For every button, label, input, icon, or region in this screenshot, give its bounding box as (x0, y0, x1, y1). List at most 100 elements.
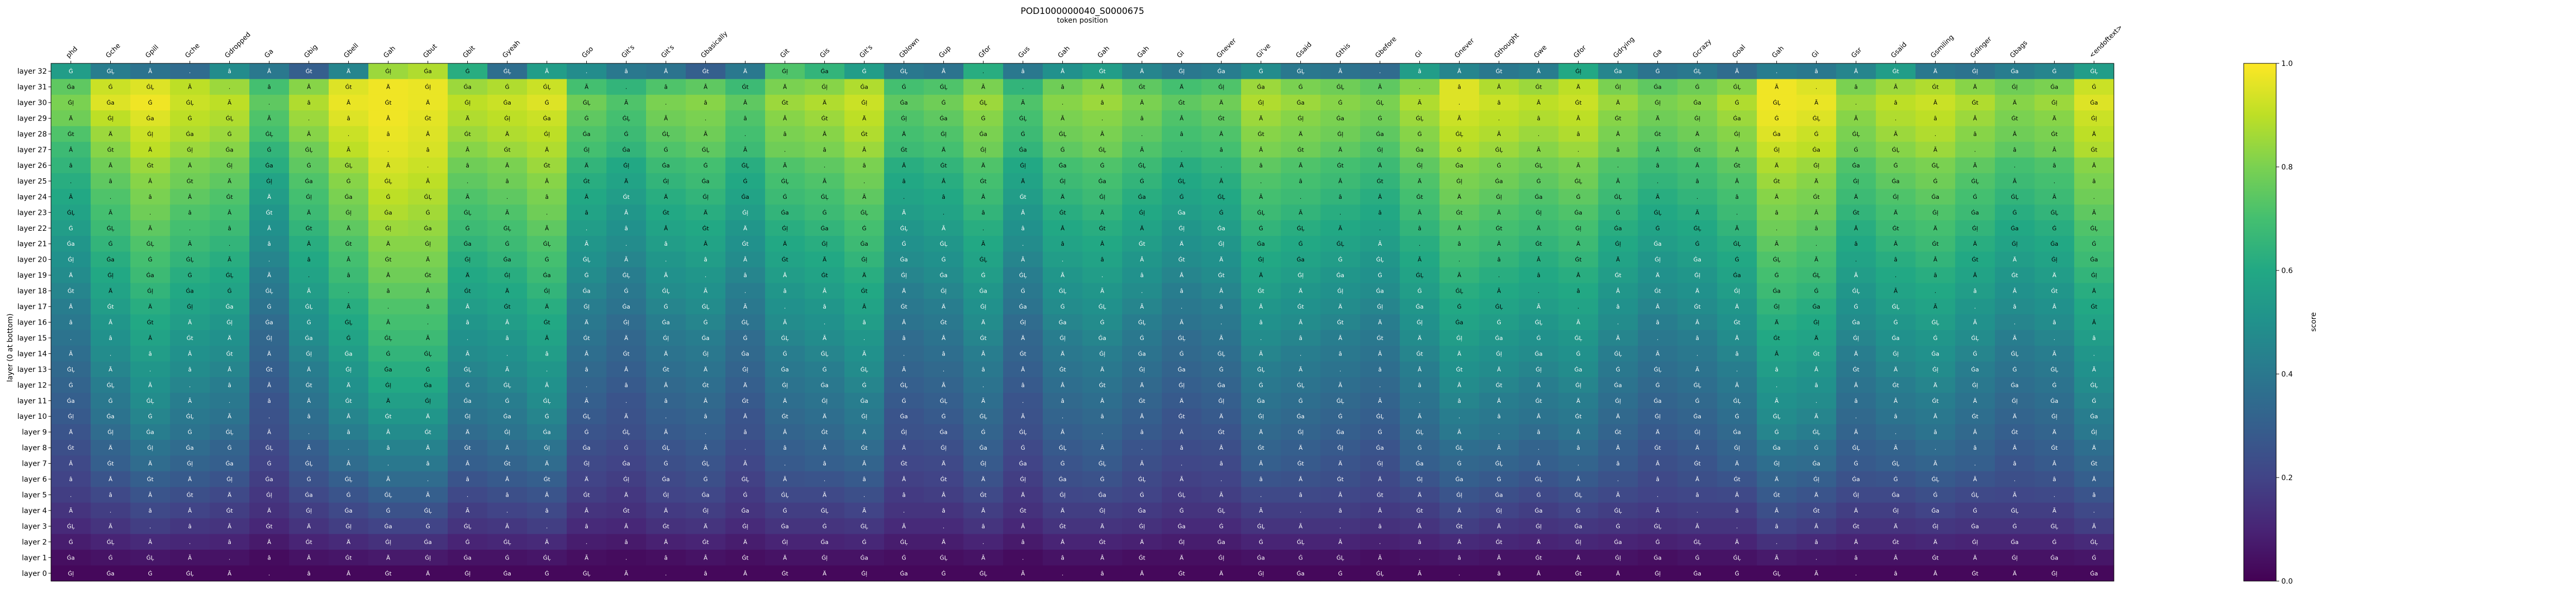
cell-glyph: Ġt (901, 303, 908, 310)
cell-glyph: Â (228, 209, 232, 216)
cell-glyph: Ġ (505, 241, 510, 247)
cell-glyph: Ġļ (822, 398, 828, 404)
cell-glyph: Ã (1815, 257, 1819, 263)
heatmap-cell (1043, 142, 1083, 158)
cell-glyph: ĠĻ (1217, 194, 1226, 200)
heatmap-cell (329, 251, 369, 268)
heatmap-cell (289, 298, 329, 315)
cell-glyph: Ã (942, 539, 946, 546)
heatmap-cell (1955, 283, 1995, 299)
cell-glyph: . (1657, 178, 1659, 184)
cell-glyph: â (1656, 319, 1659, 326)
heatmap-cell (1955, 455, 1995, 472)
heatmap-cell (249, 487, 290, 503)
cell-glyph: Ġt (1059, 366, 1066, 373)
cell-glyph: Ġt (1337, 162, 1344, 169)
heatmap-cell (527, 487, 567, 503)
cell-glyph: . (1022, 241, 1024, 247)
heatmap-cell (1519, 361, 1559, 378)
cell-glyph: Ã (1100, 131, 1105, 138)
heatmap-cell (2035, 267, 2075, 283)
cell-glyph: Ġt (1535, 84, 1543, 91)
cell-glyph: â (1338, 350, 1342, 357)
cell-glyph: . (665, 413, 667, 420)
cell-glyph: Ġt (464, 445, 471, 451)
cell-glyph: Ä (1378, 162, 1382, 169)
cell-glyph: . (1855, 99, 1857, 106)
cell-glyph: Â (267, 68, 272, 75)
cell-glyph: Ġa (67, 84, 75, 91)
cell-glyph: Ä (69, 115, 73, 122)
heatmap-cell (1757, 110, 1797, 127)
heatmap-cell (1003, 126, 1043, 142)
heatmap-cell (1519, 220, 1559, 236)
heatmap-cell (1320, 94, 1361, 111)
cell-glyph: . (506, 350, 509, 357)
cell-glyph: Ġļ (465, 99, 471, 106)
cell-glyph: Ġt (345, 554, 352, 561)
cell-glyph: Ã (228, 413, 232, 420)
heatmap-cell (1360, 518, 1400, 535)
cell-glyph: Ġt (226, 350, 233, 357)
heatmap-cell (686, 110, 726, 127)
cell-glyph: Ä (1338, 147, 1343, 154)
heatmap-cell (2074, 518, 2114, 535)
heatmap-cell (51, 471, 91, 487)
cell-glyph: Ġt (1337, 319, 1344, 326)
cell-glyph: â (862, 319, 866, 326)
cell-glyph: . (705, 115, 707, 122)
cell-glyph: â (1775, 366, 1778, 373)
cell-glyph: Ã (2013, 178, 2017, 184)
cell-glyph: Â (1894, 554, 1898, 561)
cell-glyph: Ä (386, 241, 391, 247)
heatmap-cell (1916, 173, 1956, 190)
cell-glyph: Ġ (108, 241, 113, 247)
heatmap-cell (686, 471, 726, 487)
heatmap-cell (527, 189, 567, 205)
cell-glyph: â (1378, 523, 1382, 530)
cell-glyph: ĠĻ (702, 461, 710, 467)
cell-glyph: Ġ (624, 288, 629, 295)
cell-glyph: Ġa (1059, 162, 1066, 169)
heatmap-cell (606, 63, 647, 80)
cell-glyph: . (1141, 445, 1143, 451)
cell-glyph: Ã (148, 225, 152, 232)
heatmap-cell (646, 236, 686, 252)
cell-glyph: Ġ (1338, 413, 1343, 420)
heatmap-cell (210, 110, 250, 127)
cell-glyph: Ġ (386, 194, 391, 200)
heatmap-cell (1916, 424, 1956, 440)
heatmap-cell (1003, 173, 1043, 190)
heatmap-cell (1598, 283, 1638, 299)
cell-glyph: . (229, 241, 231, 247)
heatmap-cell (527, 220, 567, 236)
heatmap-cell (963, 157, 1004, 174)
cell-glyph: Â (743, 570, 748, 577)
cell-glyph: Ä (862, 272, 867, 279)
heatmap-cell (646, 205, 686, 221)
cell-glyph: Ġt (504, 303, 511, 310)
cell-glyph: Ġt (544, 476, 551, 483)
heatmap-cell (1876, 205, 1916, 221)
cell-glyph: . (427, 319, 429, 326)
heatmap-cell (1677, 142, 1718, 158)
cell-glyph: Ä (505, 131, 510, 138)
cell-glyph: â (704, 413, 707, 420)
heatmap-cell (1281, 142, 1321, 158)
cell-glyph: Ġļ (1139, 366, 1145, 373)
heatmap-cell (289, 393, 329, 409)
cell-glyph: â (109, 335, 112, 342)
heatmap-cell (1162, 409, 1202, 425)
cell-glyph: . (1022, 398, 1024, 404)
cell-glyph: Â (307, 554, 311, 561)
cell-glyph: â (1577, 288, 1580, 295)
heatmap-cell (1122, 518, 1162, 535)
cell-glyph: Ä (1259, 272, 1263, 279)
x-tick-label: Gbefore (1374, 36, 1398, 60)
heatmap-cell (1558, 409, 1599, 425)
heatmap-cell (527, 126, 567, 142)
cell-glyph: ĠĻ (345, 319, 353, 326)
cell-glyph: ĠĻ (1773, 257, 1781, 263)
cell-glyph: Ġt (385, 257, 392, 263)
cell-glyph: . (2054, 492, 2056, 499)
